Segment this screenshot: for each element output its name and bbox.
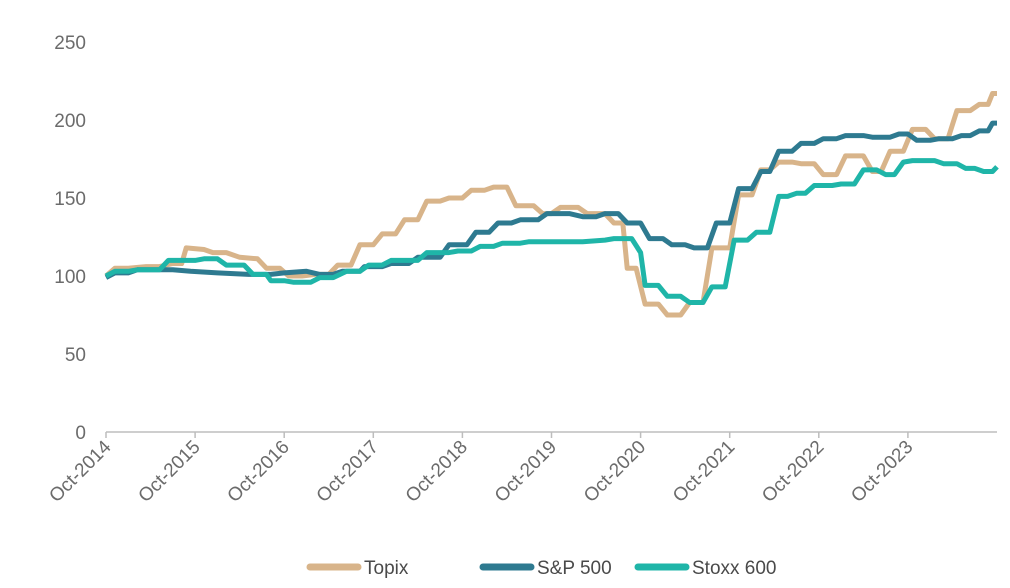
y-tick-label: 100 xyxy=(54,267,86,288)
legend-label: Topix xyxy=(364,558,409,579)
x-tick-label: Oct-2015 xyxy=(135,437,205,507)
legend: Topix S&P 500 Stoxx 600 xyxy=(306,558,777,579)
y-axis: 0 50 100 150 200 250 xyxy=(54,33,86,444)
x-tick-label: Oct-2023 xyxy=(847,437,917,507)
y-tick-label: 0 xyxy=(75,423,86,444)
x-tick-label: Oct-2022 xyxy=(758,437,828,507)
x-tick-label: Oct-2017 xyxy=(313,437,383,507)
series-lines xyxy=(104,91,999,318)
x-tick-label: Oct-2014 xyxy=(45,436,115,506)
legend-label: S&P 500 xyxy=(537,558,612,579)
x-tick-label: Oct-2021 xyxy=(669,437,739,507)
y-tick-label: 250 xyxy=(54,33,86,54)
x-tick-label: Oct-2020 xyxy=(580,437,650,507)
legend-label: Stoxx 600 xyxy=(692,558,777,579)
x-tick-label: Oct-2016 xyxy=(224,437,294,507)
y-tick-label: 150 xyxy=(54,189,86,210)
series-line-stoxx-600 xyxy=(104,158,999,305)
x-axis: Oct-2014 Oct-2015 Oct-2016 Oct-2017 Oct-2018… xyxy=(45,431,997,507)
series-line-topix xyxy=(104,91,997,318)
series-line-s-p-500 xyxy=(104,120,997,280)
y-tick-label: 50 xyxy=(65,345,86,366)
y-tick-label: 200 xyxy=(54,111,86,132)
x-tick-label: Oct-2019 xyxy=(491,437,561,507)
x-tick-label: Oct-2018 xyxy=(402,437,472,507)
